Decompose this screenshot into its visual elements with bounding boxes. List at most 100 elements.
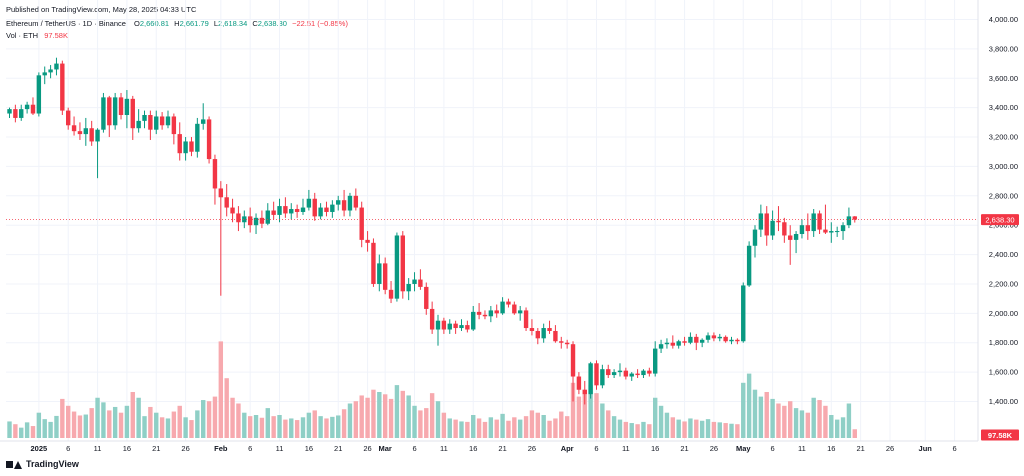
volume-bar xyxy=(429,393,435,438)
candle-body xyxy=(77,131,83,135)
candle-body xyxy=(71,125,77,132)
volume-bar xyxy=(271,416,276,438)
volume-bar xyxy=(324,418,329,438)
time-tick-label: Mar xyxy=(379,444,392,453)
volume-bar xyxy=(553,418,558,438)
candle-body xyxy=(142,115,147,121)
time-tick-label: 11 xyxy=(440,444,448,453)
candle-body xyxy=(717,336,722,339)
candle-body xyxy=(218,188,224,198)
volume-bar xyxy=(206,401,212,438)
volume-bar xyxy=(582,389,587,438)
last-price-label: 2,638.30 xyxy=(985,216,1014,225)
candle-body xyxy=(823,229,828,233)
volume-bar xyxy=(523,416,529,438)
volume-bar xyxy=(89,408,94,438)
candle-body xyxy=(265,210,270,224)
volume-bar xyxy=(171,411,177,438)
volume-bar xyxy=(406,395,411,438)
candle-body xyxy=(294,209,300,212)
candle-body xyxy=(834,231,840,233)
volume-bar xyxy=(95,397,100,438)
candle-body xyxy=(676,341,681,346)
candle-body xyxy=(206,119,212,160)
time-tick-label: 6 xyxy=(412,444,416,453)
volume-bar xyxy=(259,417,265,438)
last-volume-label: 97.58K xyxy=(988,431,1013,440)
volume-bar xyxy=(107,410,112,438)
candle-body xyxy=(600,369,605,386)
ohlc-open-label: O xyxy=(134,19,140,28)
candle-body xyxy=(283,206,288,214)
volume-bar xyxy=(101,402,106,438)
candle-body xyxy=(60,63,65,111)
volume-bar xyxy=(570,382,576,438)
volume-bar xyxy=(617,419,623,438)
candle-body xyxy=(347,195,353,211)
candle-body xyxy=(400,235,405,292)
volume-bar xyxy=(447,418,452,438)
candle-body xyxy=(629,373,634,377)
candle-body xyxy=(764,213,769,236)
tradingview-brand: TradingView xyxy=(6,459,79,469)
volume-bar xyxy=(71,411,77,438)
price-tick-label: 2,200.00 xyxy=(989,279,1018,288)
candle-body xyxy=(359,207,364,240)
published-note: Published on TradingView.com, May 28, 20… xyxy=(6,5,197,14)
volume-bar xyxy=(265,408,270,438)
candle-body xyxy=(318,207,323,217)
volume-bar xyxy=(752,389,758,438)
candle-body xyxy=(300,207,306,212)
volume-bar xyxy=(388,398,394,438)
brand-name: TradingView xyxy=(26,459,79,469)
volume-bar xyxy=(136,397,141,438)
last-price-tag xyxy=(981,214,1019,226)
candle-body xyxy=(377,263,382,284)
volume-bar xyxy=(811,397,816,438)
volume-bar xyxy=(699,420,705,438)
time-tick-label: 6 xyxy=(66,444,70,453)
time-tick-label: 6 xyxy=(952,444,956,453)
time-tick-label: 11 xyxy=(94,444,102,453)
candle-body xyxy=(776,220,781,223)
candle-body xyxy=(506,301,511,305)
candle-body xyxy=(13,109,18,118)
volume-bar xyxy=(341,409,347,438)
volume-bar xyxy=(482,421,488,438)
candle-body xyxy=(770,220,775,236)
volume-bar xyxy=(535,412,540,438)
candle-body xyxy=(177,134,182,154)
price-tick-label: 3,400.00 xyxy=(989,103,1018,112)
volume-bar xyxy=(817,400,822,438)
candle-body xyxy=(541,328,546,339)
candle-body xyxy=(271,210,276,215)
volume-bar xyxy=(359,395,364,438)
time-tick-label: 6 xyxy=(248,444,252,453)
candle-body xyxy=(201,119,206,124)
volume-bar xyxy=(195,410,200,438)
volume-bar xyxy=(629,423,634,438)
volume-bar xyxy=(159,417,165,438)
volume-bar xyxy=(371,389,376,438)
time-tick-label: Apr xyxy=(561,444,574,453)
volume-bar xyxy=(782,405,787,438)
volume-bar xyxy=(564,416,570,438)
volume-bar xyxy=(212,396,218,438)
volume-bar xyxy=(541,415,546,438)
volume-bar xyxy=(606,410,611,438)
volume-bar xyxy=(236,403,241,438)
candle-body xyxy=(83,128,89,135)
candle-body xyxy=(242,216,247,223)
price-tick-label: 2,000.00 xyxy=(989,309,1018,318)
candle-body xyxy=(488,310,494,317)
volume-header: Vol · ETH 97.58K xyxy=(6,31,68,40)
candle-body xyxy=(130,98,135,129)
candle-body xyxy=(723,336,728,342)
candle-body xyxy=(471,311,476,330)
volume-bar xyxy=(377,392,382,438)
volume-bar xyxy=(30,426,36,438)
candle-body xyxy=(353,195,359,208)
candle-body xyxy=(159,116,165,126)
candle-body xyxy=(805,225,811,232)
